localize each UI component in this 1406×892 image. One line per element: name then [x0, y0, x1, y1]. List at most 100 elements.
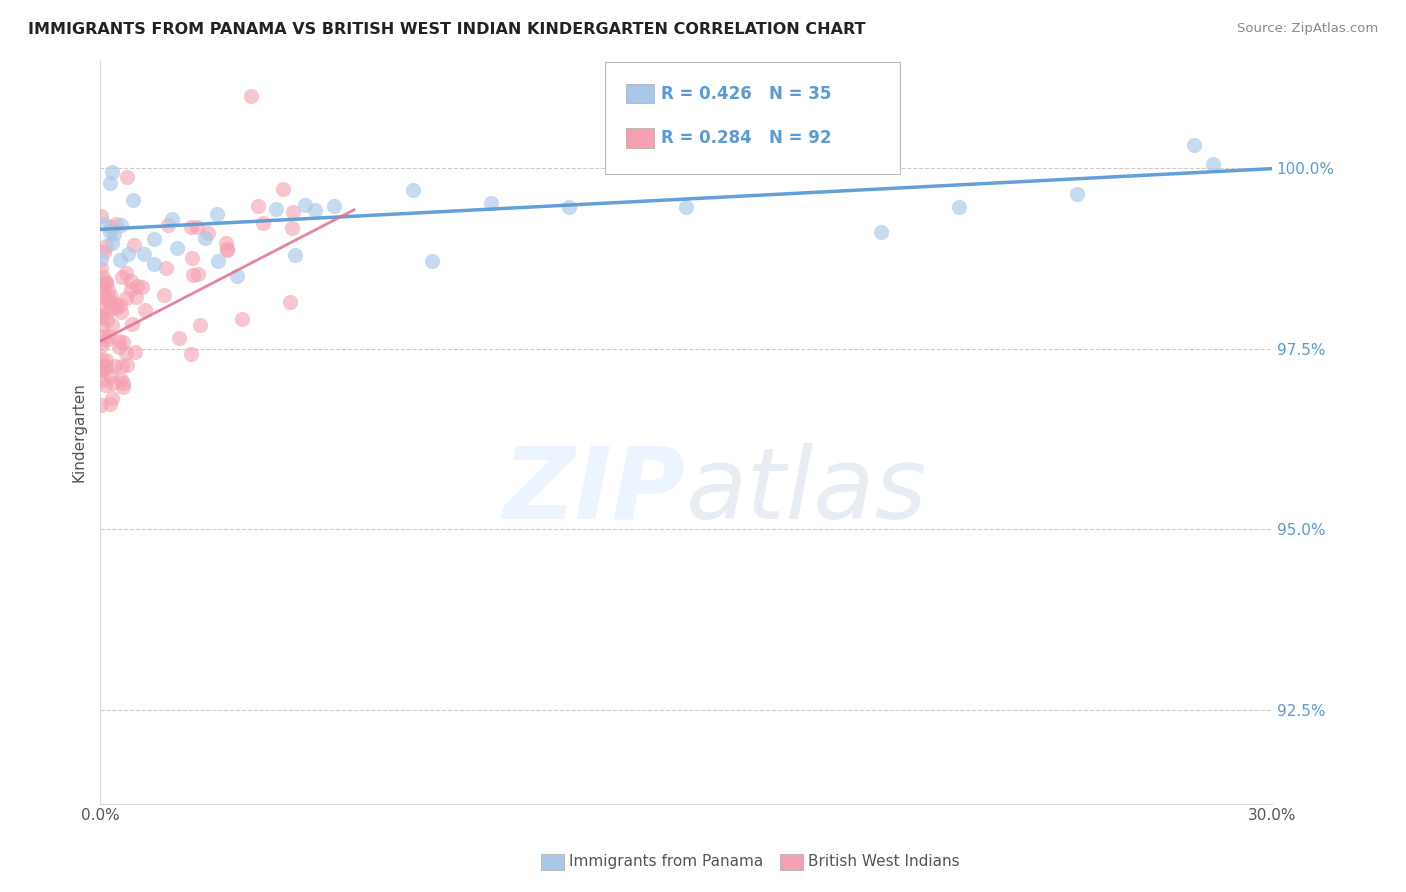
Point [101, 235, 124, 250]
Point [187, 267, 209, 281]
Point [97, 283, 120, 297]
Point [101, 376, 124, 391]
Point [124, 289, 146, 303]
Point [93, 363, 115, 377]
Point [271, 182, 294, 196]
Point [91, 283, 114, 297]
Point [112, 380, 135, 394]
Point [280, 220, 302, 235]
Point [948, 200, 970, 214]
Point [114, 346, 136, 360]
Point [100, 391, 122, 405]
Point [115, 358, 138, 372]
Point [93, 288, 115, 302]
Point [207, 254, 229, 268]
Point [180, 220, 202, 235]
Point [304, 203, 326, 218]
Text: IMMIGRANTS FROM PANAMA VS BRITISH WEST INDIAN KINDERGARTEN CORRELATION CHART: IMMIGRANTS FROM PANAMA VS BRITISH WEST I… [28, 22, 866, 37]
Point [111, 270, 134, 285]
Point [110, 373, 132, 387]
Point [142, 257, 165, 271]
Point [110, 253, 132, 268]
Point [97, 329, 120, 343]
Point [156, 218, 179, 232]
Point [100, 368, 122, 383]
Point [143, 232, 166, 246]
Point [110, 305, 132, 319]
Point [104, 359, 127, 374]
Point [479, 195, 502, 210]
Point [217, 243, 239, 257]
Point [103, 227, 125, 241]
Point [93, 278, 115, 293]
Point [108, 298, 131, 312]
Point [90, 359, 112, 373]
Point [188, 318, 211, 333]
Point [284, 248, 307, 262]
Point [94, 359, 117, 373]
Point [98, 176, 121, 190]
Point [91, 269, 114, 284]
Point [100, 220, 122, 235]
Point [207, 207, 229, 221]
Point [94, 353, 117, 368]
Text: atlas: atlas [686, 442, 928, 540]
Point [214, 235, 236, 250]
Point [96, 238, 118, 252]
Point [225, 268, 247, 283]
Text: R = 0.426   N = 35: R = 0.426 N = 35 [661, 85, 831, 103]
Point [94, 275, 117, 289]
Point [152, 287, 174, 301]
Point [91, 318, 114, 333]
Point [197, 227, 219, 241]
Point [96, 293, 118, 307]
Point [132, 247, 155, 261]
Point [180, 252, 202, 266]
Point [1202, 157, 1225, 171]
Point [89, 363, 111, 377]
Point [108, 334, 131, 348]
Point [91, 310, 114, 324]
Point [104, 301, 127, 315]
Point [266, 202, 288, 216]
Point [104, 217, 127, 231]
Point [115, 266, 138, 280]
Point [558, 201, 581, 215]
Point [1182, 137, 1205, 152]
Text: Source: ZipAtlas.com: Source: ZipAtlas.com [1237, 22, 1378, 36]
Point [91, 373, 114, 387]
Point [252, 216, 274, 230]
Point [96, 359, 118, 374]
Point [90, 308, 112, 322]
Point [93, 378, 115, 392]
Point [194, 231, 217, 245]
Point [100, 288, 122, 302]
Point [89, 209, 111, 223]
Point [278, 294, 301, 309]
Text: ZIP: ZIP [503, 442, 686, 540]
Point [120, 281, 142, 295]
Point [97, 292, 120, 306]
Y-axis label: Kindergarten: Kindergarten [72, 382, 86, 482]
Point [323, 198, 346, 212]
Point [181, 268, 204, 282]
Point [122, 194, 145, 208]
Point [108, 340, 131, 354]
Point [96, 276, 118, 290]
Point [100, 300, 122, 314]
Point [90, 260, 112, 275]
Point [93, 217, 115, 231]
Point [675, 200, 697, 214]
Point [101, 164, 124, 178]
Point [90, 398, 112, 412]
Point [131, 280, 153, 294]
Point [90, 339, 112, 353]
Point [94, 334, 117, 348]
Point [215, 242, 238, 256]
Text: Immigrants from Panama: Immigrants from Panama [569, 855, 763, 869]
Point [247, 198, 270, 212]
Point [155, 261, 177, 276]
Point [186, 220, 208, 235]
Point [115, 291, 138, 305]
Point [420, 254, 443, 268]
